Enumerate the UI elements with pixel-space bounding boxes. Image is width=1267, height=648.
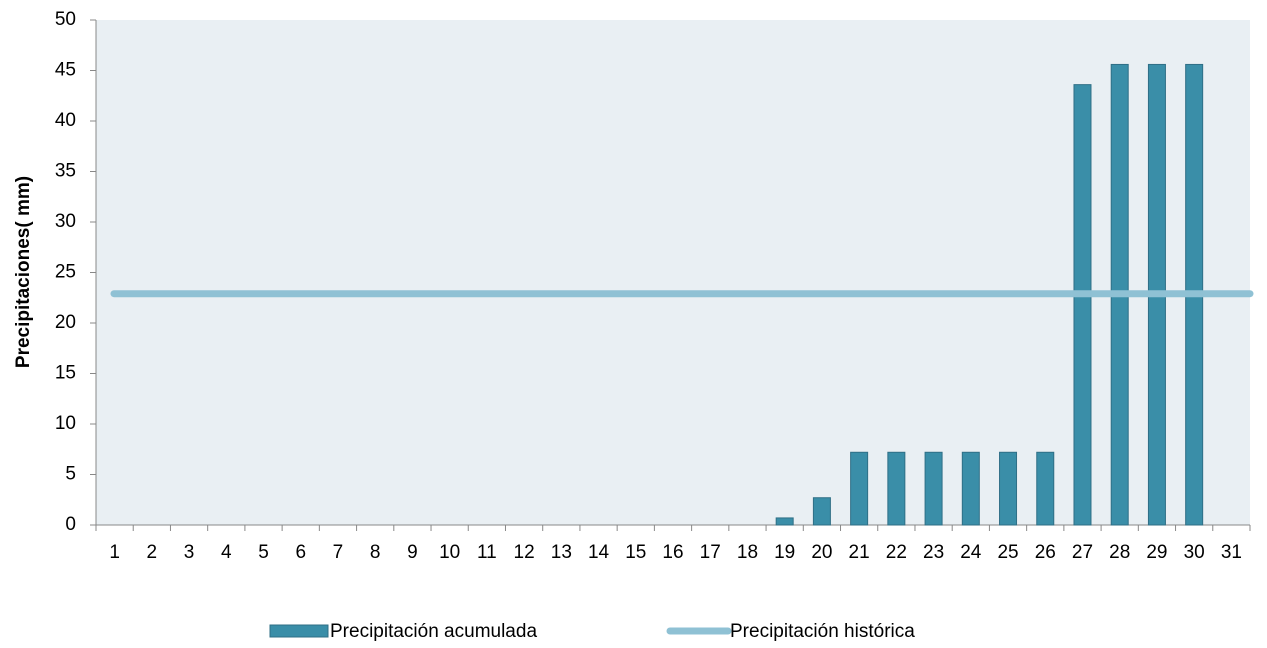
x-tick-label: 5 bbox=[258, 542, 269, 563]
x-tick-label: 10 bbox=[439, 542, 460, 563]
x-tick-label: 13 bbox=[551, 542, 572, 563]
bar bbox=[1036, 451, 1055, 526]
y-tick-label: 45 bbox=[55, 60, 76, 81]
x-tick-label: 8 bbox=[370, 542, 381, 563]
legend-label: Precipitación acumulada bbox=[330, 621, 537, 642]
x-tick-label: 30 bbox=[1184, 542, 1205, 563]
y-tick-label: 5 bbox=[65, 464, 76, 485]
x-tick-label: 17 bbox=[700, 542, 721, 563]
legend-swatch bbox=[269, 624, 329, 638]
bar bbox=[775, 517, 794, 526]
x-tick-label: 29 bbox=[1146, 542, 1167, 563]
y-tick-label: 0 bbox=[65, 514, 76, 535]
x-tick-label: 18 bbox=[737, 542, 758, 563]
x-tick-label: 15 bbox=[625, 542, 646, 563]
x-tick-label: 7 bbox=[333, 542, 344, 563]
x-tick-label: 25 bbox=[997, 542, 1018, 563]
x-tick-label: 14 bbox=[588, 542, 610, 563]
bar bbox=[850, 451, 869, 526]
y-tick-label: 10 bbox=[55, 413, 76, 434]
x-tick-label: 19 bbox=[774, 542, 795, 563]
y-tick-label: 20 bbox=[55, 312, 76, 333]
x-tick-label: 31 bbox=[1221, 542, 1242, 563]
x-tick-label: 16 bbox=[662, 542, 683, 563]
x-tick-label: 27 bbox=[1072, 542, 1093, 563]
legend-label: Precipitación histórica bbox=[730, 621, 915, 642]
bar bbox=[812, 497, 831, 526]
y-tick-label: 40 bbox=[55, 110, 76, 131]
x-tick-label: 21 bbox=[849, 542, 870, 563]
x-tick-label: 1 bbox=[109, 542, 120, 563]
x-tick-label: 23 bbox=[923, 542, 944, 563]
x-tick-label: 9 bbox=[407, 542, 418, 563]
y-tick-label: 50 bbox=[55, 9, 76, 30]
x-tick-label: 12 bbox=[514, 542, 535, 563]
y-tick-label: 15 bbox=[55, 363, 76, 384]
x-tick-label: 3 bbox=[184, 542, 195, 563]
y-tick-label: 30 bbox=[55, 211, 76, 232]
plot-area bbox=[96, 20, 1250, 525]
x-tick-label: 28 bbox=[1109, 542, 1130, 563]
y-tick-label: 25 bbox=[55, 262, 76, 283]
x-tick-label: 22 bbox=[886, 542, 907, 563]
bar bbox=[999, 451, 1018, 526]
x-tick-label: 20 bbox=[811, 542, 832, 563]
x-tick-label: 2 bbox=[147, 542, 158, 563]
y-axis-label: Precipitaciones( mm) bbox=[13, 176, 34, 368]
x-tick-label: 26 bbox=[1035, 542, 1056, 563]
bar bbox=[1073, 84, 1092, 526]
bar bbox=[961, 451, 980, 526]
x-tick-label: 4 bbox=[221, 542, 232, 563]
bar bbox=[887, 451, 906, 526]
x-tick-label: 24 bbox=[960, 542, 982, 563]
x-tick-label: 6 bbox=[295, 542, 306, 563]
x-tick-label: 11 bbox=[477, 542, 497, 563]
bar bbox=[924, 451, 943, 526]
y-tick-label: 35 bbox=[55, 161, 76, 182]
